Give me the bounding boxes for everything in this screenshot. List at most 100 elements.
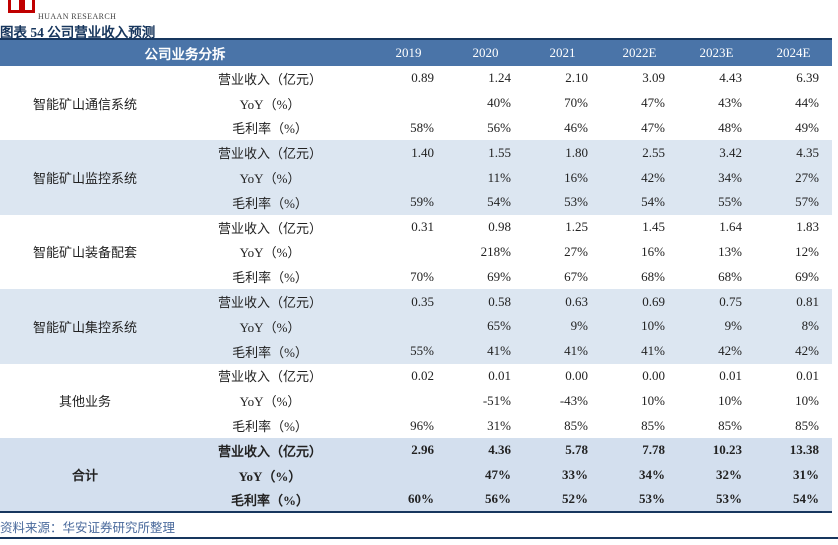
figure-title: 图表 54 公司营业收入预测 bbox=[0, 25, 156, 40]
value-cell: 69% bbox=[795, 268, 819, 284]
table-row: YoY（%） 40% 70% 47% 43% 44% bbox=[0, 91, 832, 116]
value-cell: 0.69 bbox=[601, 289, 678, 314]
value-cell: 31% bbox=[755, 462, 832, 488]
value-cell: 7.78 bbox=[601, 437, 678, 463]
metric-label: 营业收入（亿元） bbox=[170, 289, 370, 314]
value-cell: 1.83 bbox=[796, 219, 819, 235]
value-cell: 0.81 bbox=[755, 289, 832, 314]
segment-name: 合计 bbox=[0, 437, 170, 513]
value-cell: 2.10 bbox=[565, 70, 588, 86]
value-cell bbox=[370, 91, 447, 116]
value-cell: 0.35 bbox=[370, 289, 447, 314]
table-row: YoY（%） -51% -43% 10% 10% 10% bbox=[0, 388, 832, 413]
value-cell: 16% bbox=[524, 165, 601, 190]
value-cell: 13.38 bbox=[755, 437, 832, 463]
metric-label: 营业收入（亿元） bbox=[170, 140, 370, 166]
value-cell: 2.96 bbox=[370, 437, 447, 463]
bottom-divider bbox=[0, 537, 838, 539]
value-cell: 9% bbox=[678, 313, 755, 339]
value-cell: 16% bbox=[641, 243, 665, 259]
value-cell: 85% bbox=[641, 417, 665, 433]
value-cell: 47% bbox=[641, 95, 665, 111]
metric-label: YoY（%） bbox=[170, 313, 370, 339]
value-cell: 56% bbox=[447, 487, 524, 513]
value-cell: 0.31 bbox=[411, 219, 434, 235]
segment-name: 智能矿山通信系统 bbox=[0, 66, 170, 141]
table-row: 毛利率（%） 70% 69% 67% 68% 68% 69% bbox=[0, 264, 832, 289]
table-row: 毛利率（%） 58% 56% 46% 47% 48% 49% bbox=[0, 116, 832, 141]
value-cell: 70% bbox=[410, 268, 434, 284]
value-cell: 69% bbox=[487, 268, 511, 284]
revenue-forecast-table: 公司业务分拆 2019 2020 2021 2022E 2023E 2024E 智能矿山通… bbox=[0, 38, 832, 513]
header-business-split: 公司业务分拆 bbox=[0, 38, 370, 66]
table-row: 智能矿山集控系统 营业收入（亿元） 0.35 0.58 0.63 0.69 0.75 0.81 bbox=[0, 289, 832, 364]
header-year: 2023E bbox=[678, 38, 755, 66]
table-row: 毛利率（%） 96% 31% 85% 85% 85% 85% bbox=[0, 413, 832, 438]
header-year: 2024E bbox=[755, 38, 832, 66]
metric-label: 毛利率（%） bbox=[170, 338, 370, 364]
value-cell: 65% bbox=[447, 313, 524, 339]
value-cell: 2.55 bbox=[601, 140, 678, 166]
value-cell: 6.39 bbox=[796, 70, 819, 86]
value-cell: 67% bbox=[564, 268, 588, 284]
table-row: 其他业务 营业收入（亿元） 0.02 0.01 0.00 0.00 0.01 0.01 bbox=[0, 363, 832, 438]
value-cell: 12% bbox=[795, 243, 819, 259]
metric-label: YoY（%） bbox=[239, 394, 301, 410]
table-row: YoY（%） 47% 33% 34% 32% 31% bbox=[0, 462, 832, 488]
value-cell: 0.00 bbox=[565, 367, 588, 383]
value-cell: 8% bbox=[755, 313, 832, 339]
value-cell: 85% bbox=[795, 417, 819, 433]
value-cell bbox=[370, 388, 447, 413]
metric-label: 营业收入（亿元） bbox=[217, 220, 322, 236]
segment-name: 智能矿山监控系统 bbox=[0, 140, 170, 215]
value-cell: 4.35 bbox=[755, 140, 832, 166]
metric-label: 营业收入（亿元） bbox=[217, 71, 322, 87]
metric-label: 营业收入（亿元） bbox=[217, 369, 322, 385]
metric-label: 毛利率（%） bbox=[232, 270, 308, 286]
metric-label: 毛利率（%） bbox=[232, 121, 308, 137]
value-cell: 4.36 bbox=[447, 437, 524, 463]
value-cell: 0.58 bbox=[447, 289, 524, 314]
table-header-row: 公司业务分拆 2019 2020 2021 2022E 2023E 2024E bbox=[0, 38, 832, 66]
header-year: 2019 bbox=[370, 38, 447, 66]
value-cell: 1.80 bbox=[524, 140, 601, 166]
table-row: 合计 营业收入（亿元） 2.96 4.36 5.78 7.78 10.23 13.38 bbox=[0, 437, 832, 513]
value-cell: 96% bbox=[410, 417, 434, 433]
value-cell: 46% bbox=[564, 119, 588, 135]
table-row: 智能矿山通信系统 营业收入（亿元） 0.89 1.24 2.10 3.09 4.43 6.39 bbox=[0, 66, 832, 141]
value-cell: 0.01 bbox=[796, 367, 819, 383]
table-row: 毛利率（%） 60% 56% 52% 53% 53% 54% bbox=[0, 487, 832, 513]
metric-label: YoY（%） bbox=[239, 96, 301, 112]
metric-label: YoY（%） bbox=[239, 245, 301, 261]
value-cell: 42% bbox=[678, 338, 755, 364]
metric-label: 毛利率（%） bbox=[170, 487, 370, 513]
value-cell: 52% bbox=[524, 487, 601, 513]
value-cell: 49% bbox=[795, 119, 819, 135]
value-cell: 0.89 bbox=[411, 70, 434, 86]
metric-label: YoY（%） bbox=[170, 462, 370, 488]
value-cell: 60% bbox=[370, 487, 447, 513]
value-cell: 27% bbox=[564, 243, 588, 259]
value-cell: 9% bbox=[524, 313, 601, 339]
value-cell: 1.40 bbox=[370, 140, 447, 166]
value-cell: 53% bbox=[524, 189, 601, 215]
value-cell: 54% bbox=[447, 189, 524, 215]
value-cell: 0.02 bbox=[411, 367, 434, 383]
value-cell: 1.64 bbox=[719, 219, 742, 235]
value-cell: 68% bbox=[718, 268, 742, 284]
value-cell: 57% bbox=[755, 189, 832, 215]
value-cell: 32% bbox=[678, 462, 755, 488]
value-cell: 27% bbox=[755, 165, 832, 190]
value-cell: 53% bbox=[678, 487, 755, 513]
segment-name: 其他业务 bbox=[0, 363, 170, 438]
metric-label: YoY（%） bbox=[170, 165, 370, 190]
value-cell: 54% bbox=[601, 189, 678, 215]
logo-seal-shape bbox=[8, 0, 35, 13]
value-cell bbox=[370, 462, 447, 488]
value-cell: 3.09 bbox=[642, 70, 665, 86]
header-year: 2022E bbox=[601, 38, 678, 66]
value-cell: 47% bbox=[641, 119, 665, 135]
value-cell: 54% bbox=[755, 487, 832, 513]
table-row: YoY（%） 11% 16% 42% 34% 27% bbox=[0, 165, 832, 190]
brand-name: HUAAN RESEARCH bbox=[38, 12, 117, 21]
